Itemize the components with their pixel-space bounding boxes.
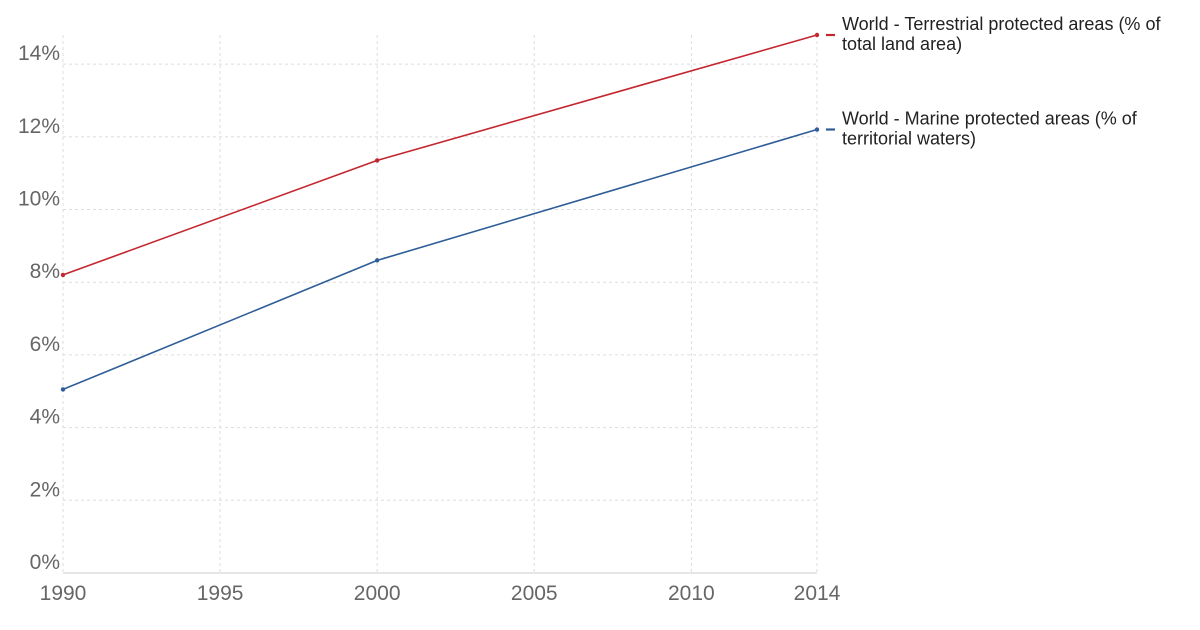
series-2 bbox=[60, 127, 820, 392]
data-point bbox=[60, 387, 66, 392]
y-tick-label: 0% bbox=[30, 551, 60, 574]
y-tick-label: 12% bbox=[18, 115, 60, 138]
data-point bbox=[814, 32, 820, 38]
legend-label: total land area) bbox=[842, 34, 962, 54]
legend-item: World - Marine protected areas (% ofterr… bbox=[826, 109, 1138, 149]
legend-label: territorial waters) bbox=[842, 129, 976, 149]
legend-label: World - Terrestrial protected areas (% o… bbox=[842, 14, 1161, 34]
x-tick-label: 2014 bbox=[794, 582, 841, 605]
data-point bbox=[60, 272, 66, 278]
x-tick-label: 1995 bbox=[197, 582, 244, 605]
data-point bbox=[374, 158, 380, 163]
x-tick-label: 2005 bbox=[511, 582, 558, 605]
legend-item: World - Terrestrial protected areas (% o… bbox=[826, 14, 1161, 54]
series-line bbox=[62, 34, 818, 276]
y-tick-label: 6% bbox=[30, 333, 60, 356]
data-point bbox=[814, 127, 820, 132]
gridlines bbox=[62, 35, 818, 573]
x-tick-label: 2010 bbox=[668, 582, 715, 605]
y-tick-label: 2% bbox=[30, 478, 60, 501]
series-1 bbox=[60, 32, 820, 278]
series-line bbox=[62, 128, 818, 391]
y-tick-label: 8% bbox=[30, 260, 60, 283]
x-tick-label: 2000 bbox=[354, 582, 401, 605]
y-axis-tick-labels: 0% 2% 4% 6% 8% 10% 12% 14% bbox=[18, 42, 60, 574]
data-point bbox=[374, 258, 380, 263]
legend-label: World - Marine protected areas (% of bbox=[842, 109, 1138, 129]
y-tick-label: 14% bbox=[18, 42, 60, 65]
x-tick-label: 1990 bbox=[40, 582, 87, 605]
y-tick-label: 10% bbox=[18, 187, 60, 210]
x-axis-tick-labels: 1990 1995 2000 2005 2010 2014 bbox=[40, 582, 841, 605]
y-tick-label: 4% bbox=[30, 406, 60, 429]
